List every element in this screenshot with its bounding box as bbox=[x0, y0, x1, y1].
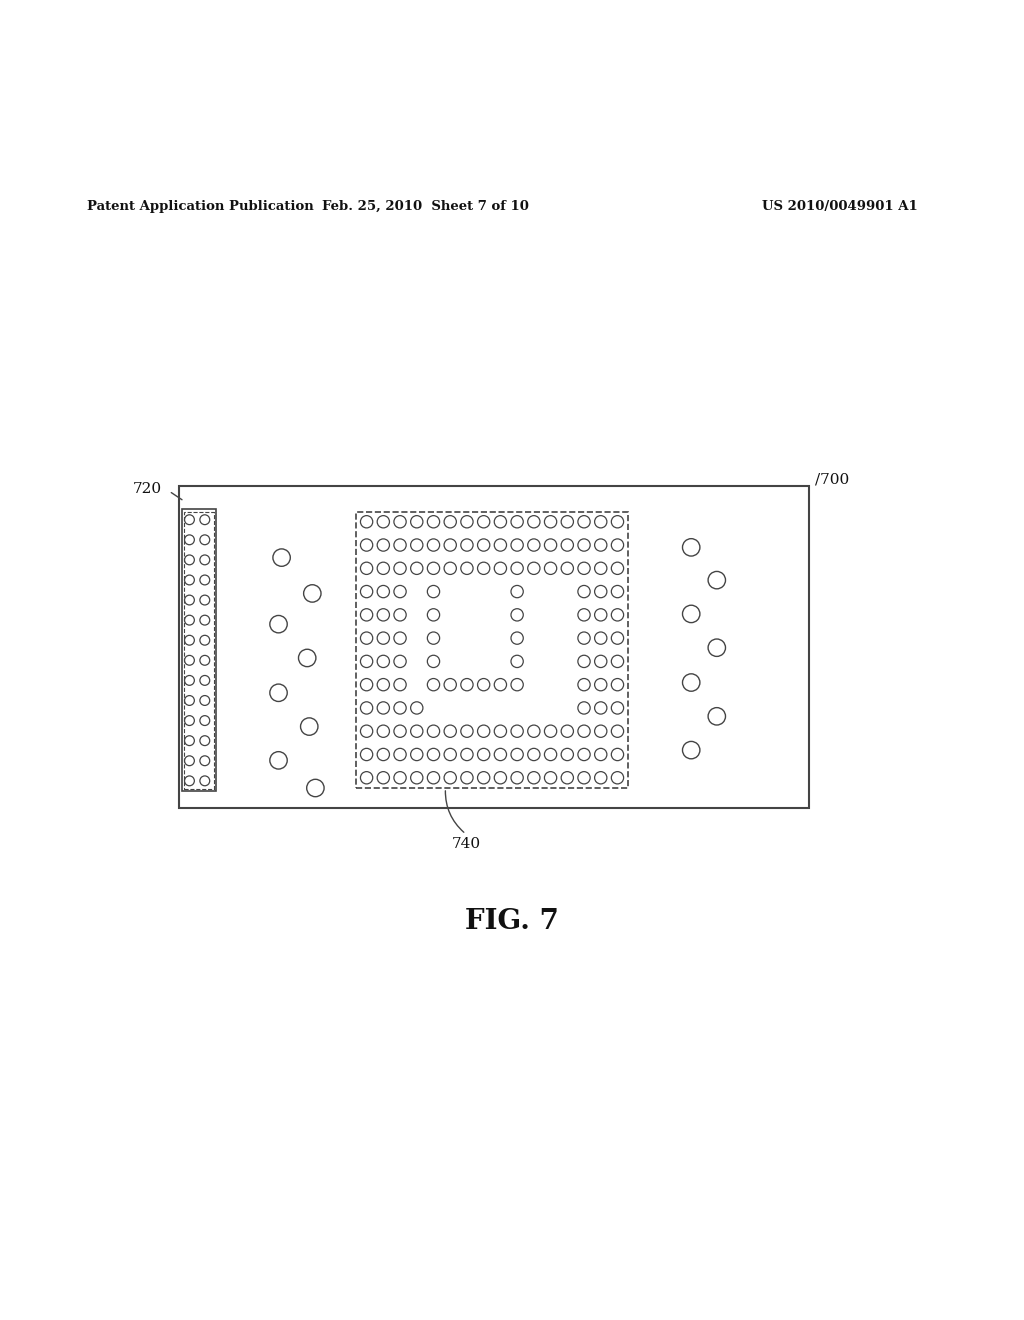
Bar bbox=[184, 512, 214, 789]
Bar bbox=[179, 486, 809, 808]
Text: FIG. 7: FIG. 7 bbox=[465, 908, 559, 935]
Text: Feb. 25, 2010  Sheet 7 of 10: Feb. 25, 2010 Sheet 7 of 10 bbox=[322, 199, 528, 213]
Text: US 2010/0049901 A1: US 2010/0049901 A1 bbox=[762, 199, 918, 213]
Text: 740: 740 bbox=[452, 837, 480, 851]
Bar bbox=[356, 512, 628, 788]
Text: /700: /700 bbox=[815, 473, 849, 487]
Text: 720: 720 bbox=[133, 482, 162, 496]
Bar bbox=[182, 510, 216, 791]
Text: Patent Application Publication: Patent Application Publication bbox=[87, 199, 313, 213]
